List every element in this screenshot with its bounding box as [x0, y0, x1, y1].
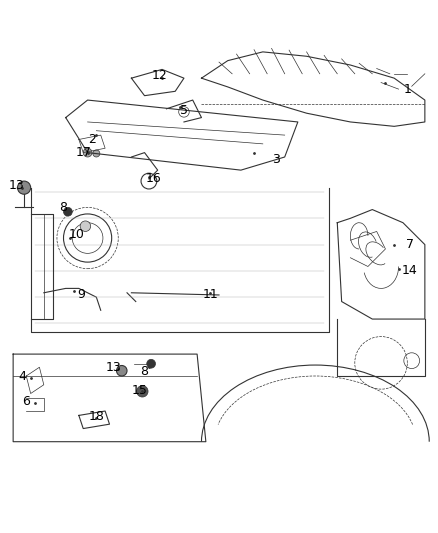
Text: 18: 18: [88, 410, 104, 423]
Text: 7: 7: [406, 238, 413, 251]
Text: 3: 3: [272, 152, 280, 166]
Text: 4: 4: [18, 370, 26, 383]
Text: 13: 13: [106, 361, 122, 374]
Circle shape: [83, 148, 92, 157]
Circle shape: [64, 207, 72, 216]
Circle shape: [93, 150, 100, 157]
Circle shape: [147, 359, 155, 368]
Circle shape: [117, 366, 127, 376]
Text: 2: 2: [88, 133, 96, 146]
Text: 16: 16: [145, 172, 161, 185]
Text: 8: 8: [60, 201, 67, 214]
Text: 10: 10: [69, 229, 85, 241]
Text: 14: 14: [402, 264, 417, 277]
Text: 9: 9: [77, 288, 85, 302]
Text: 1: 1: [403, 83, 411, 95]
Text: 8: 8: [141, 365, 148, 378]
Text: 13: 13: [9, 179, 25, 192]
Circle shape: [18, 181, 31, 194]
Text: 11: 11: [202, 288, 218, 301]
Circle shape: [80, 221, 91, 231]
Text: 17: 17: [75, 146, 91, 159]
Circle shape: [137, 386, 148, 397]
Text: 12: 12: [152, 69, 168, 83]
Text: 5: 5: [180, 103, 188, 117]
Text: 15: 15: [131, 384, 147, 397]
Text: 6: 6: [22, 395, 30, 408]
